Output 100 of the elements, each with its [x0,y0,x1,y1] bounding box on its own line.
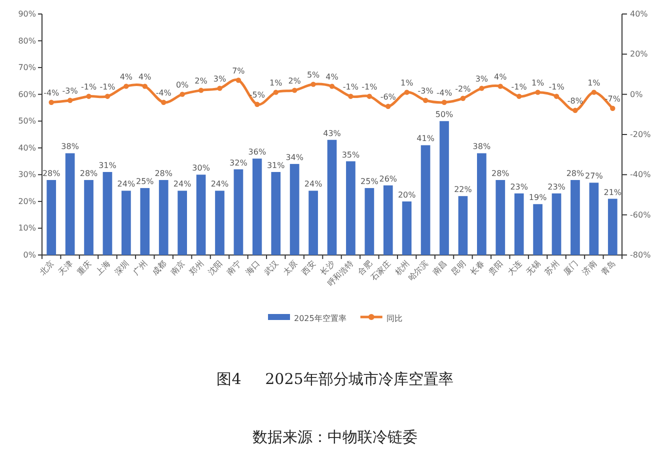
data-label: -2% [455,84,472,94]
x-tick-label: 广州 [132,259,150,277]
data-label: 1% [270,78,283,88]
data-label: -1% [511,82,528,92]
bar [364,188,374,255]
data-label: -1% [362,82,378,92]
data-label: 28% [491,169,510,178]
data-label: -5% [249,90,266,100]
bar [514,193,524,255]
point [236,78,242,83]
point [67,98,73,103]
data-label: -7% [604,94,621,104]
bar [234,169,244,255]
point [498,84,503,89]
bar [420,145,430,255]
data-label: 28% [80,169,98,178]
x-tick-label: 长春 [468,259,486,277]
point [273,90,278,95]
x-tick-label: 厦门 [562,259,580,277]
y2-tick-label: -40% [630,170,652,180]
bar [327,140,337,255]
data-label: 24% [210,180,230,189]
data-label: 43% [323,128,342,138]
x-tick-label: 北京 [38,259,56,277]
data-label: 2% [194,76,208,86]
point [348,94,354,99]
bar [608,198,618,255]
point [124,84,129,89]
data-label: 38% [472,142,491,152]
point [310,82,316,87]
bar [570,180,580,255]
y-tick-label: 90% [18,10,36,18]
bar [252,158,262,255]
y-tick-label: 60% [18,90,36,99]
data-label: 30% [192,164,210,173]
y-tick-label: 40% [18,143,36,152]
y-tick-label: 70% [18,63,36,72]
point [292,88,298,93]
point [366,94,372,99]
bar [477,153,486,255]
x-tick-label: 贵阳 [487,259,505,277]
y-tick-label: 10% [18,224,36,233]
text: 图4 2025年部分城市冷库空置率 [216,370,454,388]
bar [196,174,206,255]
x-tick-label: 武汉 [262,259,280,277]
x-tick-label: 天津 [56,259,74,277]
bar [308,190,318,255]
data-label: 19% [528,193,548,202]
x-tick-label: 南宁 [225,259,243,277]
data-label: 36% [248,148,266,157]
x-tick-label: 重庆 [76,259,94,277]
x-tick-label: 沈阳 [206,259,224,277]
bar [533,204,542,255]
point [180,92,185,97]
y2-tick-label: 20% [630,50,648,59]
data-label: 28% [566,169,585,178]
data-label: 41% [416,134,435,144]
bar [290,164,300,255]
y-tick-label: 80% [18,36,36,46]
x-tick-label: 郑州 [188,259,206,277]
data-label: 31% [266,160,286,170]
data-label: 4% [326,72,339,82]
data-label: -4% [44,88,60,98]
point [386,104,391,109]
data-label: 23% [510,182,528,192]
bar [458,196,468,255]
data-label: 22% [454,185,472,194]
point [535,90,540,95]
point [86,94,92,99]
data-label: 1% [588,78,601,88]
bar [346,161,356,255]
x-tick-label: 青岛 [599,259,618,277]
data-label: 24% [173,180,192,189]
data-label: -6% [380,92,396,102]
data-label: 24% [304,180,323,189]
point [479,86,484,91]
point [572,108,578,113]
data-label: 38% [61,142,80,152]
y-tick-label: 0% [23,250,36,260]
data-label: -1% [548,82,565,92]
x-tick-label: 昆明 [450,259,468,277]
data-label: 20% [398,190,416,200]
bar [158,180,168,255]
point [516,94,522,99]
data-label: -3% [418,86,434,96]
bar [383,185,393,255]
x-tick-label: 济南 [580,259,598,277]
point [254,102,260,107]
x-tick-label: 上海 [94,259,112,277]
data-label: 1% [400,78,414,88]
point [217,86,222,91]
bar [552,193,562,255]
data-label: 27% [585,172,604,181]
data-label: 28% [154,169,173,178]
data-label: 25% [136,177,154,186]
data-label: -4% [156,88,172,98]
data-label: 26% [379,174,398,184]
bar [102,172,112,255]
data-label: 3% [213,74,226,84]
bar [271,172,281,255]
